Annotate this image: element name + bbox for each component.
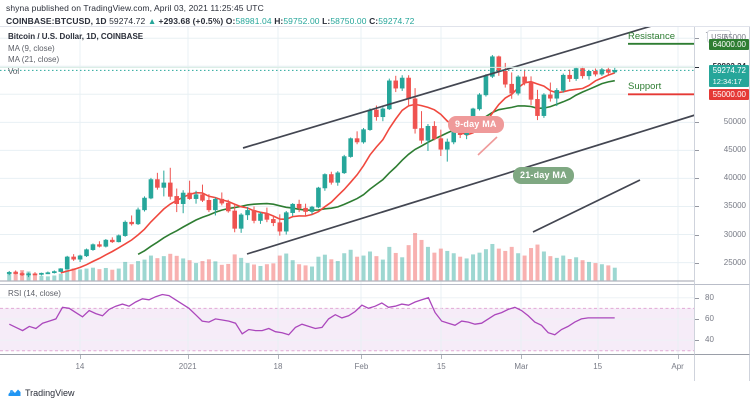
up-arrow-icon: ▲ [147,16,157,26]
price-axis-tick-label: 45000 [723,145,746,155]
low-label: L: [322,16,331,26]
rsi-axis-tick-label: 60 [705,313,714,323]
open-value: 58981.04 [235,16,272,26]
price-axis-tick-label: 40000 [723,173,746,183]
rsi-pane[interactable]: RSI (14, close) [0,285,695,355]
rsi-axis-tick [695,318,699,320]
open-label: O: [225,16,236,26]
ma-slow-callout[interactable]: 21-day MA [513,167,574,184]
price-axis[interactable]: 7 USD 2500030000350004000045000500006500… [695,27,750,285]
rsi-axis-tick-label: 80 [705,292,714,302]
footer-brand[interactable]: TradingView [8,387,75,398]
brand-label: TradingView [25,387,75,398]
time-axis-label: Feb [354,362,369,371]
price-pane[interactable]: Bitcoin / U.S. Dollar, 1D, COINBASE MA (… [0,27,695,285]
price-axis-tick [695,206,699,208]
rsi-axis-tick-label: 40 [705,335,714,345]
symbol-label: COINBASE:BTCUSD, 1D [6,16,107,26]
ma-fast-callout[interactable]: 9-day MA [448,116,504,133]
time-axis-tick [598,355,599,359]
time-axis-label: 15 [593,362,603,371]
rsi-axis[interactable]: 80 60 40 [695,285,750,355]
resistance-price-badge[interactable]: 64000.00 [708,38,749,50]
high-value: 59752.00 [283,16,320,26]
high-label: H: [274,16,284,26]
time-axis-tick [521,355,522,359]
resistance-label: Resistance [628,30,675,42]
time-axis-label: 18 [273,362,283,371]
time-axis-label: Apr [671,362,684,371]
axis-corner [695,355,750,381]
chart-frame: Bitcoin / U.S. Dollar, 1D, COINBASE MA (… [0,27,750,382]
price-axis-tick-label: 50000 [723,117,746,127]
time-axis[interactable]: 14 2021 18 Feb 15 Mar 15 Apr [0,355,695,381]
time-axis-label: Mar [514,362,529,371]
time-axis-tick [188,355,189,359]
close-label: C: [369,16,379,26]
time-axis-tick [361,355,362,359]
time-axis-label: 15 [436,362,446,371]
header-divider [0,26,750,27]
time-axis-tick [441,355,442,359]
quote-line: COINBASE:BTCUSD, 1D 59274.72 ▲ +293.68 (… [6,16,415,26]
rsi-legend[interactable]: RSI (14, close) [8,289,61,298]
support-label: Support [628,81,662,93]
price-axis-tick-label: 25000 [723,257,746,267]
chart-header: shyna published on TradingView.com, Apri… [6,3,415,26]
price-axis-tick-label: 35000 [723,201,746,211]
last-price-badge[interactable]: 59274.72 12:34:17 [708,65,749,88]
legend-title: Bitcoin / U.S. Dollar, 1D, COINBASE [8,32,144,41]
legend-volume[interactable]: Vol [8,66,20,76]
price-axis-tick-label: 30000 [723,229,746,239]
publisher-line: shyna published on TradingView.com, Apri… [6,3,264,13]
legend-ma-slow[interactable]: MA (21, close) [8,55,60,64]
time-axis-tick [278,355,279,359]
price-axis-tick [695,262,699,264]
rsi-axis-tick [695,340,699,342]
price-axis-tick [695,38,699,40]
change-label: +293.68 (+0.5%) [158,16,224,26]
price-pane-legend: Bitcoin / U.S. Dollar, 1D, COINBASE MA (… [8,31,143,77]
tradingview-logo-icon [8,389,21,396]
price-axis-tick [695,178,699,180]
time-axis-tick [678,355,679,359]
price-axis-tick [695,122,699,124]
support-price-badge[interactable]: 55000.00 [708,89,749,101]
time-axis-label: 2021 [178,362,197,371]
last-price-value: 59274.72 [712,66,746,76]
time-axis-tick [80,355,81,359]
legend-ma-fast[interactable]: MA (9, close) [8,43,55,53]
countdown-timer: 12:34:17 [712,77,742,87]
price-axis-tick-label: 65000 [723,33,746,43]
price-axis-tick [695,234,699,236]
last-price-label: 59274.72 [109,16,146,26]
time-axis-label: 14 [75,362,85,371]
ma-price-tick [695,67,699,69]
low-value: 58750.00 [330,16,367,26]
price-axis-tick [695,150,699,152]
rsi-axis-tick [695,297,699,299]
price-plot [0,27,694,284]
rsi-plot [0,285,694,354]
close-value: 59274.72 [378,16,415,26]
